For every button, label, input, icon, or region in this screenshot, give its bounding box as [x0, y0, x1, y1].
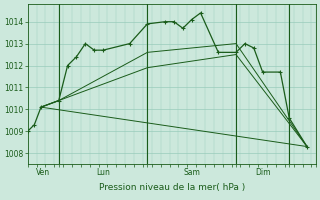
- Text: Sam: Sam: [183, 168, 200, 177]
- Text: Ven: Ven: [36, 168, 50, 177]
- X-axis label: Pression niveau de la mer( hPa ): Pression niveau de la mer( hPa ): [99, 183, 245, 192]
- Text: Dim: Dim: [255, 168, 270, 177]
- Text: Lun: Lun: [96, 168, 110, 177]
